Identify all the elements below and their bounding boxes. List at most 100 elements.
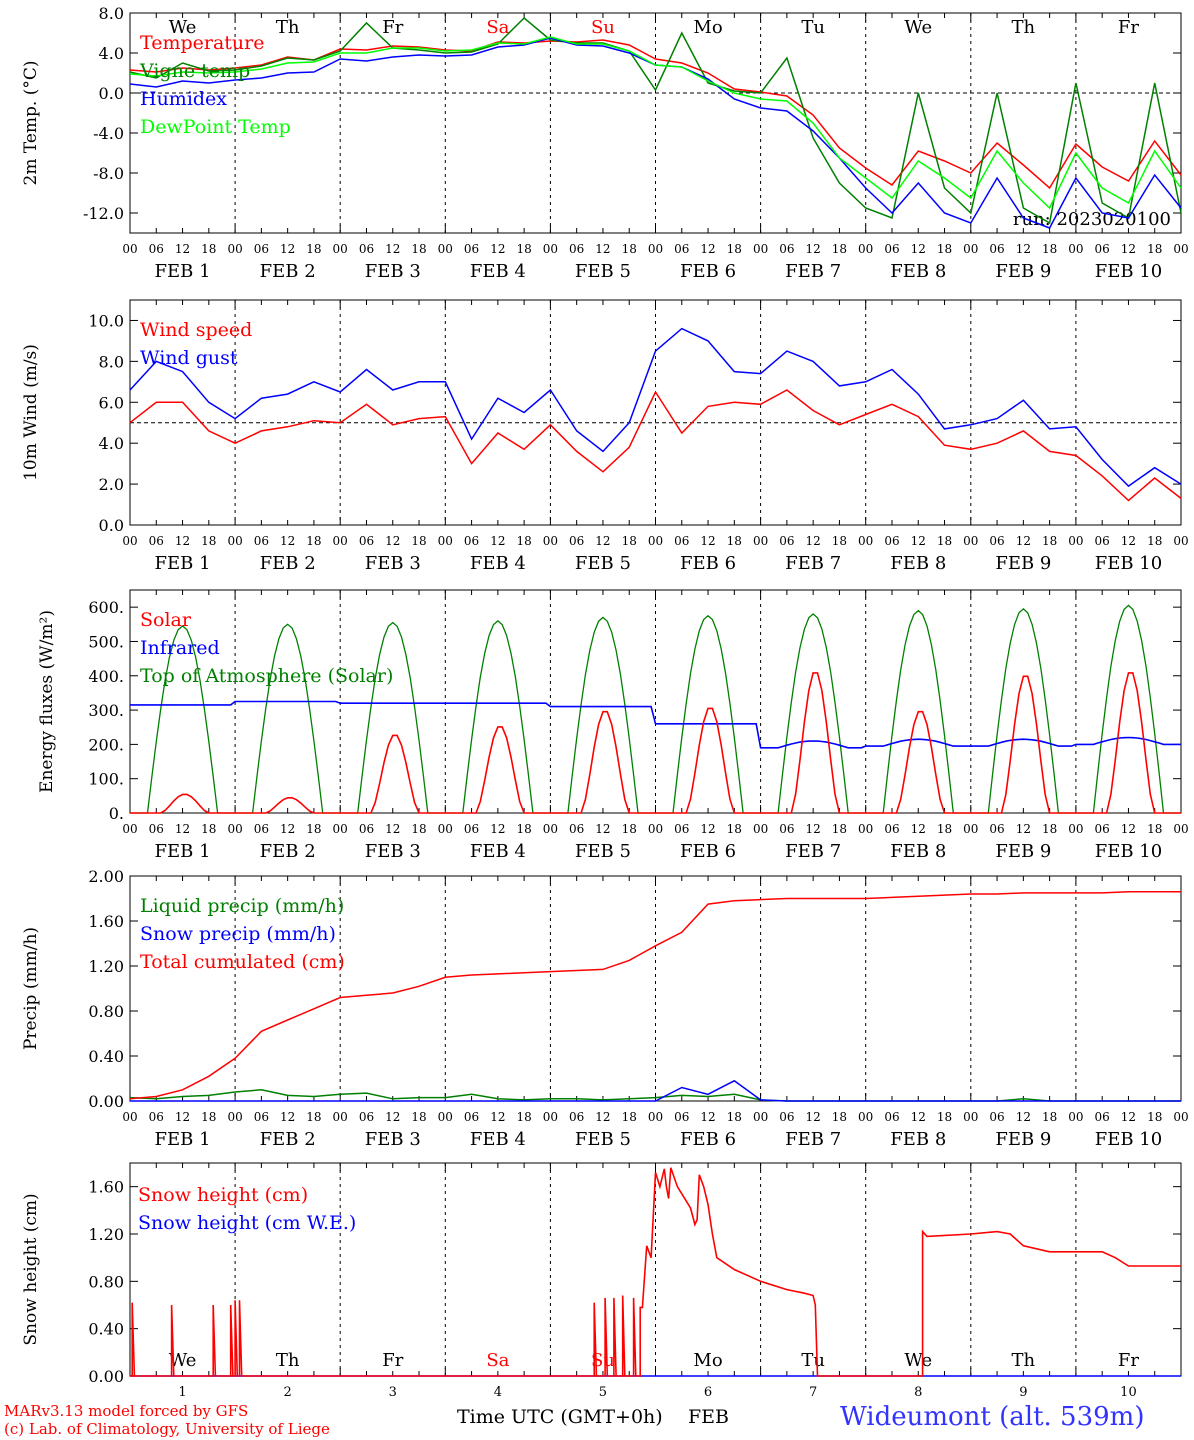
hour-label: 18 — [727, 1110, 742, 1124]
hour-label: 06 — [989, 242, 1004, 256]
y-tick-label: 8.0 — [99, 4, 124, 23]
weekday-label: Mo — [693, 1350, 722, 1371]
hour-label: 18 — [622, 822, 637, 836]
y-tick-label: 4.0 — [99, 44, 124, 63]
hour-label: 12 — [1121, 1110, 1136, 1124]
date-label: FEB 3 — [365, 553, 421, 574]
hour-label: 18 — [201, 822, 216, 836]
day-number-label: 5 — [599, 1385, 607, 1400]
hour-label: 18 — [727, 822, 742, 836]
y-tick-label: 1.20 — [88, 1225, 124, 1244]
hour-label: 18 — [832, 822, 847, 836]
hour-label: 06 — [779, 822, 794, 836]
series-line — [129, 891, 1181, 1100]
y-tick-label: 0.40 — [88, 1320, 124, 1339]
y-tick-label: 0.0 — [99, 84, 124, 103]
hour-label: 12 — [595, 822, 610, 836]
infrared-line — [130, 700, 1181, 749]
date-label: FEB 10 — [1095, 1129, 1162, 1150]
hour-label: 06 — [674, 242, 689, 256]
hour-label: 12 — [385, 534, 400, 548]
hour-label: 18 — [201, 534, 216, 548]
y-axis-title: Energy fluxes (W/m²) — [37, 610, 57, 793]
date-label: FEB 10 — [1095, 841, 1162, 862]
weekday-label: We — [169, 1350, 197, 1371]
weekday-label: Sa — [486, 1350, 509, 1371]
hour-label: 06 — [989, 534, 1004, 548]
hour-label: 12 — [175, 534, 190, 548]
hour-label: 18 — [832, 534, 847, 548]
hour-label: 00 — [858, 1110, 873, 1124]
hour-label: 12 — [1016, 1110, 1031, 1124]
hour-label: 12 — [490, 822, 505, 836]
hour-label: 18 — [1147, 242, 1162, 256]
weekday-label: Fr — [1118, 17, 1139, 38]
legend-entry: Total cumulated (cm) — [140, 951, 345, 973]
legend-entry: Solar — [140, 609, 192, 631]
date-label: FEB 8 — [890, 841, 946, 862]
date-label: FEB 10 — [1095, 261, 1162, 282]
hour-label: 12 — [1121, 242, 1136, 256]
y-tick-label: 200. — [88, 735, 124, 754]
hour-label: 12 — [806, 822, 821, 836]
y-tick-label: 0. — [109, 804, 124, 823]
legend-entry: Snow precip (mm/h) — [140, 923, 336, 945]
y-tick-label: 0.40 — [88, 1047, 124, 1066]
credit-line-1: MARv3.13 model forced by GFS — [4, 1402, 249, 1420]
hour-label: 12 — [280, 242, 295, 256]
hour-label: 12 — [595, 242, 610, 256]
y-tick-label: 500. — [88, 632, 124, 651]
y-tick-label: 300. — [88, 701, 124, 720]
hour-label: 12 — [1121, 534, 1136, 548]
hour-label: 00 — [1173, 1110, 1188, 1124]
hour-label: 12 — [280, 1110, 295, 1124]
date-label: FEB 6 — [680, 841, 736, 862]
hour-label: 18 — [201, 242, 216, 256]
series-line — [129, 389, 1182, 502]
hour-label: 00 — [1068, 242, 1083, 256]
hour-label: 06 — [569, 242, 584, 256]
hour-label: 00 — [1173, 242, 1188, 256]
hour-label: 06 — [779, 1110, 794, 1124]
weekday-label: Tu — [801, 17, 825, 38]
hour-label: 00 — [753, 822, 768, 836]
hour-label: 18 — [1147, 1110, 1162, 1124]
date-label: FEB 6 — [680, 553, 736, 574]
hour-label: 06 — [884, 242, 899, 256]
weekday-label: Fr — [382, 17, 403, 38]
hour-label: 06 — [884, 534, 899, 548]
day-number-label: 2 — [284, 1385, 292, 1400]
hour-label: 06 — [359, 822, 374, 836]
date-label: FEB 7 — [785, 261, 841, 282]
hour-label: 06 — [779, 534, 794, 548]
hour-label: 00 — [543, 1110, 558, 1124]
hour-label: 12 — [595, 1110, 610, 1124]
hour-label: 12 — [1121, 822, 1136, 836]
hour-label: 12 — [280, 822, 295, 836]
snow-series-line — [130, 1167, 1181, 1377]
xaxis-title: Time UTC (GMT+0h) — [457, 1406, 663, 1428]
hour-label: 18 — [832, 242, 847, 256]
hour-label: 00 — [858, 242, 873, 256]
hour-label: 18 — [622, 242, 637, 256]
hour-label: 00 — [1068, 534, 1083, 548]
hour-label: 06 — [1095, 534, 1110, 548]
hour-label: 18 — [1042, 534, 1057, 548]
hour-label: 18 — [1147, 822, 1162, 836]
series-line — [129, 36, 1182, 210]
hour-label: 12 — [385, 822, 400, 836]
hour-label: 12 — [806, 242, 821, 256]
hour-label: 06 — [149, 1110, 164, 1124]
y-tick-label: 400. — [88, 667, 124, 686]
hour-label: 06 — [149, 822, 164, 836]
date-label: FEB 9 — [995, 553, 1051, 574]
hour-label: 00 — [963, 242, 978, 256]
hour-label: 18 — [411, 822, 426, 836]
y-tick-label: 10.0 — [88, 311, 124, 330]
y-tick-label: -8.0 — [93, 164, 124, 183]
legend-entry: Snow height (cm W.E.) — [138, 1212, 356, 1234]
hour-label: 06 — [569, 534, 584, 548]
hour-label: 00 — [648, 1110, 663, 1124]
hour-label: 12 — [175, 242, 190, 256]
y-tick-label: 4.0 — [99, 434, 124, 453]
